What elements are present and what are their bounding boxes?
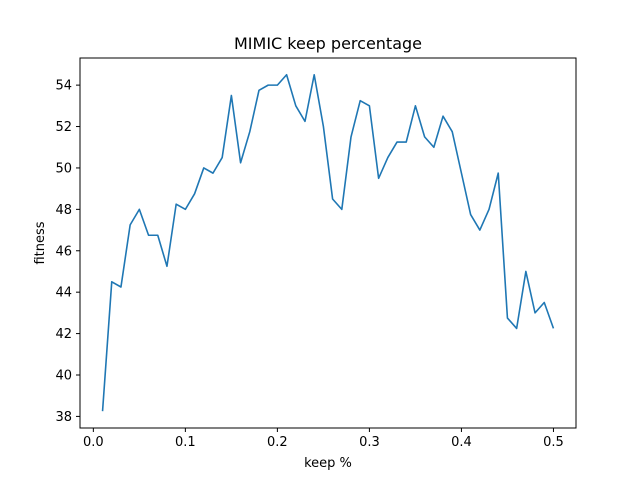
data-point <box>294 104 297 107</box>
data-point <box>230 94 233 97</box>
data-point <box>524 270 527 273</box>
data-point <box>488 208 491 211</box>
data-point <box>129 223 132 226</box>
data-point <box>506 317 509 320</box>
series-line <box>101 73 555 412</box>
data-point <box>340 208 343 211</box>
data-point <box>460 172 463 175</box>
x-tick-label: 0.0 <box>83 435 104 450</box>
chart-title: MIMIC keep percentage <box>234 34 422 53</box>
data-point <box>257 89 260 92</box>
data-point <box>165 265 168 268</box>
x-tick-label: 0.1 <box>175 435 196 450</box>
data-point <box>377 177 380 180</box>
y-tick-label: 42 <box>55 327 72 342</box>
data-point <box>423 135 426 138</box>
data-point <box>193 192 196 195</box>
y-tick-label: 52 <box>55 120 72 135</box>
data-point <box>432 146 435 149</box>
data-point <box>478 229 481 232</box>
data-point <box>267 84 270 87</box>
data-point <box>313 73 316 76</box>
data-point <box>322 125 325 128</box>
data-point <box>543 301 546 304</box>
y-tick-label: 54 <box>55 79 72 94</box>
data-point <box>184 208 187 211</box>
data-point <box>119 286 122 289</box>
plot-area <box>101 73 555 412</box>
data-point <box>386 156 389 159</box>
y-tick-label: 48 <box>55 203 72 218</box>
data-point <box>396 141 399 144</box>
x-tick-label: 0.3 <box>359 435 380 450</box>
data-point <box>221 156 224 159</box>
data-point <box>451 130 454 133</box>
data-point <box>211 172 214 175</box>
y-tick-label: 46 <box>55 244 72 259</box>
x-tick-label: 0.4 <box>451 435 472 450</box>
x-axis-label: keep % <box>304 456 352 471</box>
data-point <box>552 327 555 330</box>
data-point <box>285 73 288 76</box>
x-axis: 0.0 0.1 0.2 0.3 0.4 0.5 <box>83 428 564 450</box>
y-tick-label: 44 <box>55 286 72 301</box>
data-point <box>156 234 159 237</box>
data-point <box>469 213 472 216</box>
data-point <box>110 280 113 283</box>
data-point <box>534 311 537 314</box>
data-point <box>368 104 371 107</box>
data-point <box>248 130 251 133</box>
data-point <box>515 327 518 330</box>
data-point <box>276 84 279 87</box>
data-point <box>331 198 334 201</box>
data-point <box>138 208 141 211</box>
data-point <box>350 135 353 138</box>
data-point <box>303 120 306 123</box>
data-point <box>147 234 150 237</box>
x-tick-label: 0.2 <box>267 435 288 450</box>
axes-frame <box>79 57 577 429</box>
x-tick-label: 0.5 <box>543 435 564 450</box>
data-point <box>239 161 242 164</box>
y-tick-label: 38 <box>55 410 72 425</box>
y-tick-label: 50 <box>55 161 72 176</box>
y-axis-label: fitness <box>33 221 48 264</box>
y-tick-label: 40 <box>55 368 72 383</box>
data-point <box>359 99 362 102</box>
data-point <box>414 104 417 107</box>
data-point <box>442 115 445 118</box>
data-point <box>101 410 104 413</box>
data-point <box>405 141 408 144</box>
data-point <box>202 166 205 169</box>
y-axis: 38 40 42 44 46 48 50 52 54 <box>55 79 80 425</box>
data-point <box>497 172 500 175</box>
data-point <box>175 203 178 206</box>
